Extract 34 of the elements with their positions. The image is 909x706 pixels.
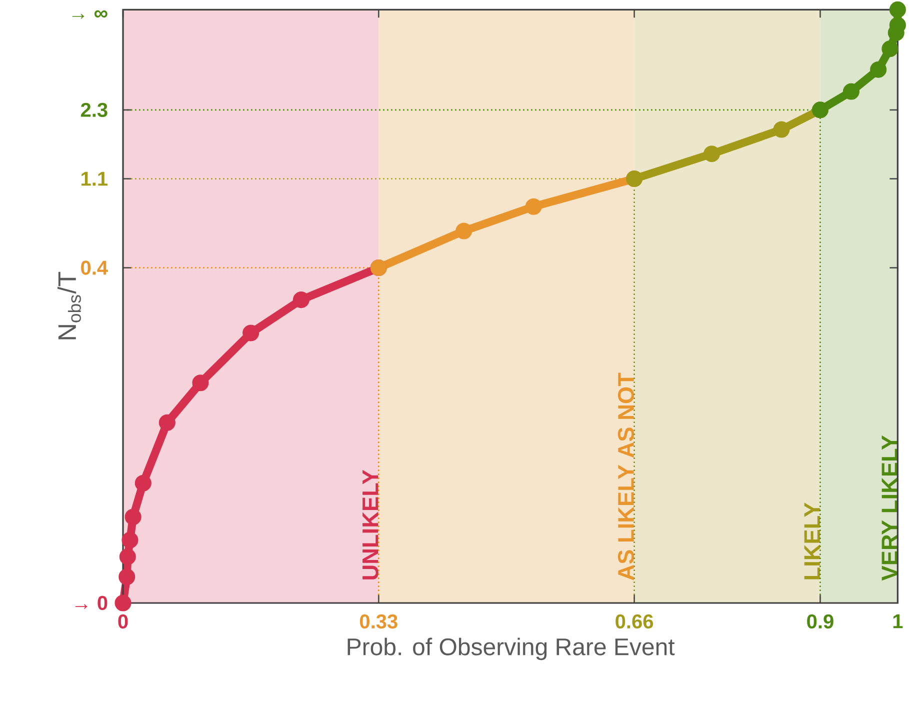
x-tick-label: 0.9 (807, 614, 834, 629)
point (124, 508, 142, 526)
band-label: LIKELY (804, 502, 820, 580)
text: 2.3 (80, 102, 108, 118)
x-tick-label: 0.66 (616, 614, 654, 629)
y-axis-title: N$_{obs}$/T (58, 272, 81, 340)
point (525, 198, 542, 215)
text: → ∞ (72, 10, 108, 19)
point (242, 324, 260, 342)
band-label: UNLIKELY (362, 470, 378, 580)
point (842, 83, 860, 100)
point (456, 222, 472, 240)
point (292, 292, 310, 308)
text: → 0 (75, 596, 108, 610)
point (882, 40, 898, 58)
x-tick-label: 1 (893, 614, 903, 628)
point (773, 121, 790, 138)
x-tick-label: 0 (118, 614, 128, 629)
x-tick-label: 0.33 (360, 614, 398, 629)
point (118, 568, 136, 586)
band-label: VERY LIKELY (882, 435, 898, 581)
point (158, 414, 176, 431)
point (119, 548, 136, 565)
point (192, 374, 209, 392)
x-axis-title: Prob. of Observing Rare Event (348, 638, 675, 660)
point (134, 474, 152, 492)
point (122, 532, 138, 548)
band-label: AS LIKELY AS NOT (618, 372, 634, 580)
point (703, 146, 720, 162)
point (889, 1, 906, 18)
text: 0.4 (81, 260, 108, 275)
text: 1.1 (82, 172, 108, 186)
point (114, 594, 132, 612)
point (870, 61, 887, 78)
